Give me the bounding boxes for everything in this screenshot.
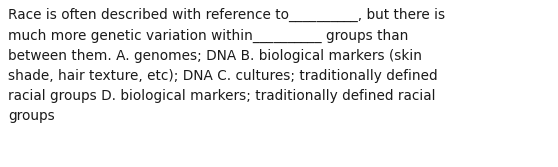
Text: Race is often described with reference to__________, but there is
much more gene: Race is often described with reference t… — [8, 8, 445, 123]
